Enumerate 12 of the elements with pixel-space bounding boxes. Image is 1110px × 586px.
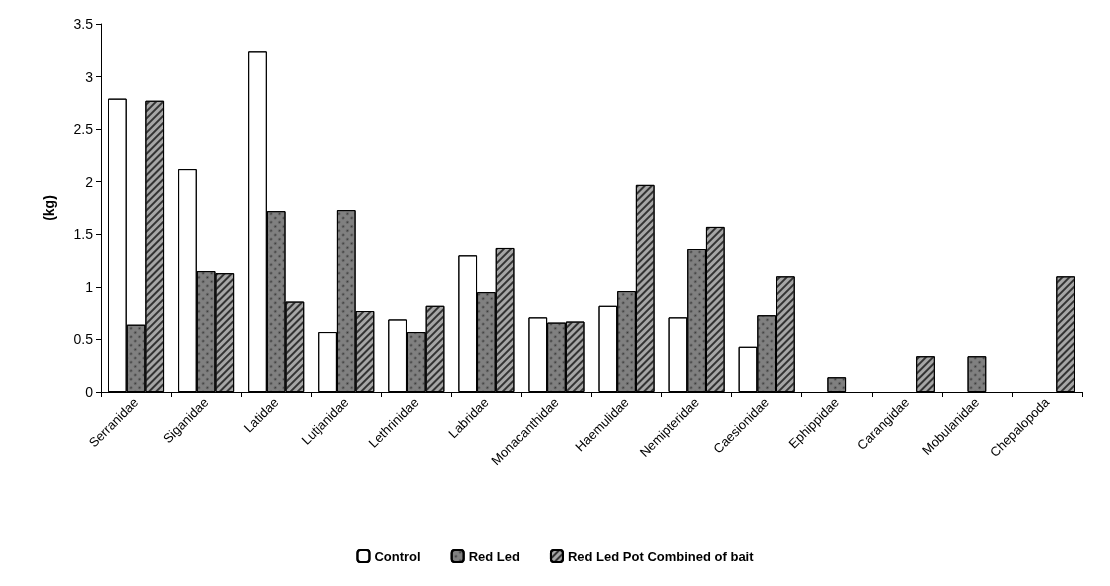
y-tick-label: 3.5 bbox=[73, 16, 94, 32]
y-tick-label: 3 bbox=[85, 68, 94, 85]
y-tick-label: 1.5 bbox=[73, 226, 94, 243]
legend-label: Red Led Pot Combined of bait bbox=[567, 548, 755, 564]
legend-label: Control bbox=[374, 548, 421, 564]
y-tick-label: 1 bbox=[85, 278, 94, 295]
y-tick-label: 0.5 bbox=[73, 331, 94, 348]
y-tick-label: 0 bbox=[85, 384, 94, 400]
y-axis-title: (kg) bbox=[41, 195, 57, 221]
y-tick-label: 2.5 bbox=[73, 121, 94, 138]
y-tick-label: 2 bbox=[85, 173, 94, 190]
legend-label: Red Led bbox=[468, 548, 520, 564]
